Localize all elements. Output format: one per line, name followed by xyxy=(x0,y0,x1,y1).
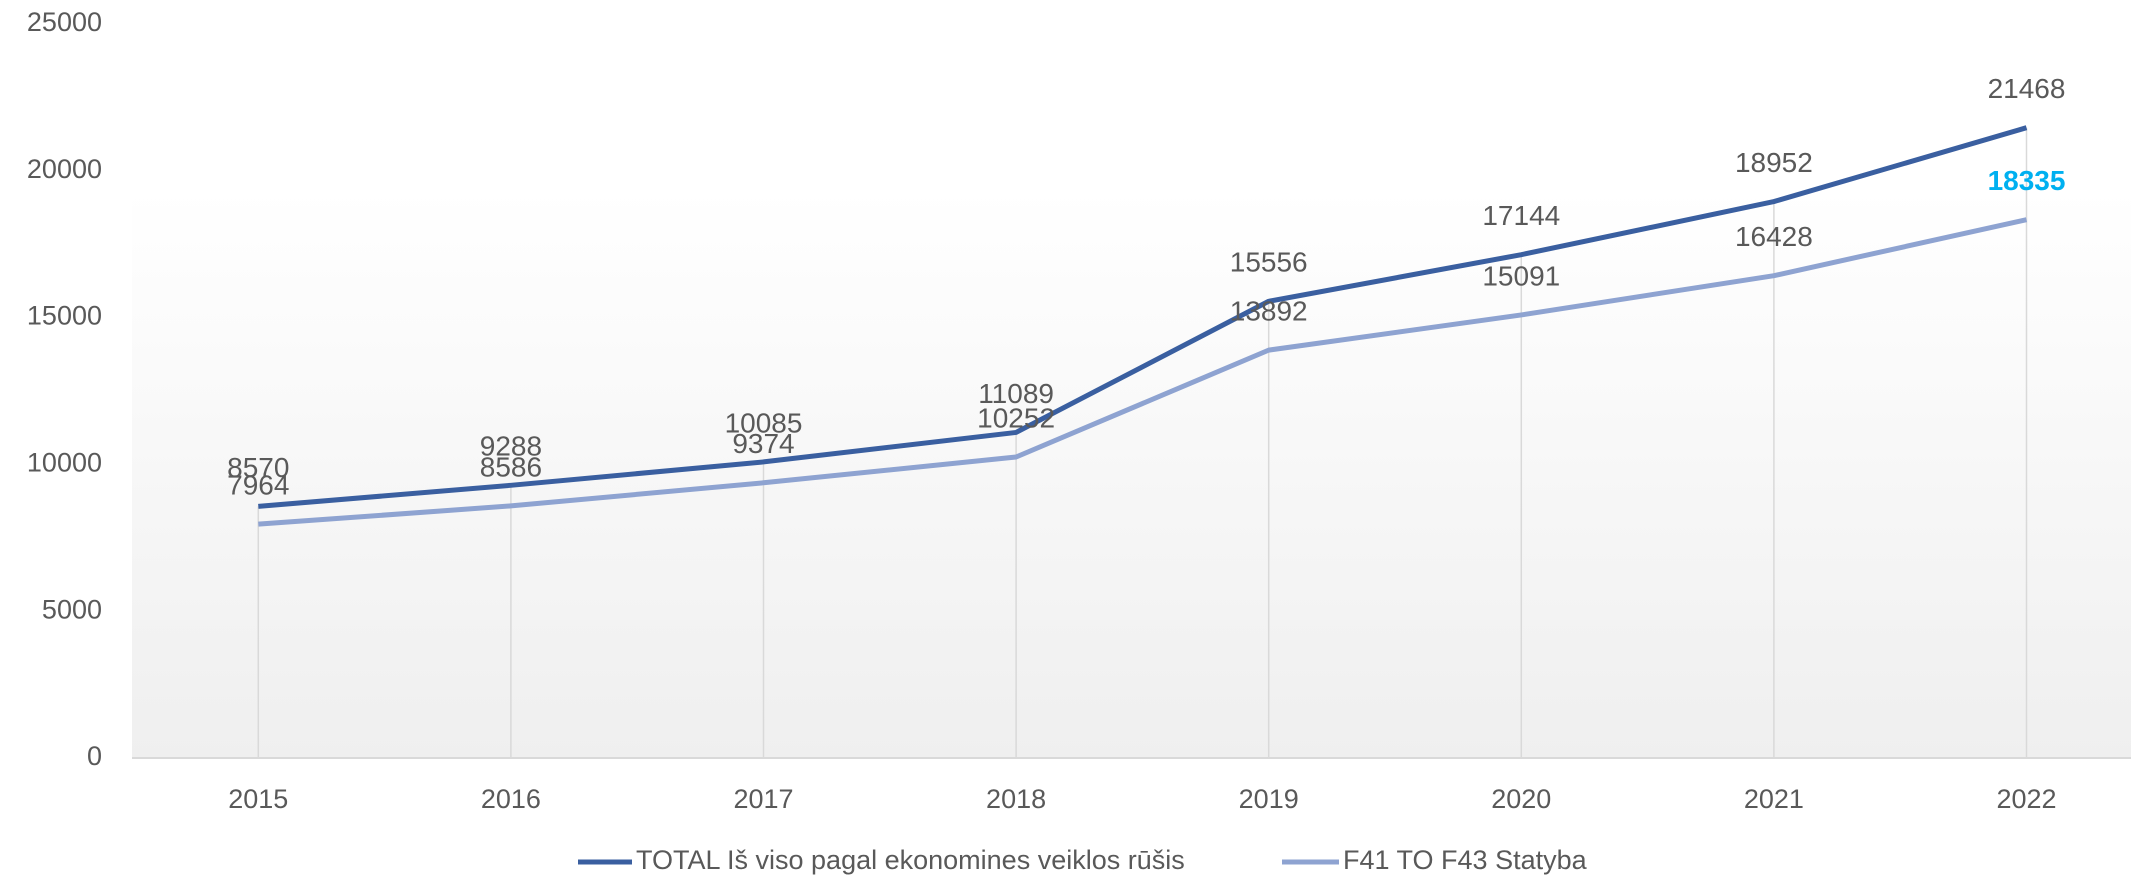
plot-background xyxy=(132,190,2131,758)
x-tick-label: 2021 xyxy=(1744,784,1804,814)
x-tick-label: 2016 xyxy=(481,784,541,814)
y-tick-label: 10000 xyxy=(27,448,102,478)
data-label: 8570 xyxy=(227,452,289,483)
data-label: 21468 xyxy=(1988,73,2066,104)
y-tick-label: 0 xyxy=(87,741,102,771)
y-tick-label: 25000 xyxy=(27,7,102,37)
legend-label: F41 TO F43 Statyba xyxy=(1343,845,1588,875)
data-label: 11089 xyxy=(978,378,1054,409)
y-tick-label: 15000 xyxy=(27,301,102,331)
x-tick-label: 2017 xyxy=(733,784,793,814)
data-label: 8586 xyxy=(480,451,542,482)
y-tick-label: 5000 xyxy=(42,594,102,624)
data-label: 15556 xyxy=(1230,247,1308,278)
x-tick-label: 2019 xyxy=(1239,784,1299,814)
data-label: 9288 xyxy=(480,431,542,462)
x-tick-label: 2020 xyxy=(1491,784,1551,814)
series-line xyxy=(258,217,2028,527)
x-tick-label: 2018 xyxy=(986,784,1046,814)
data-label: 7964 xyxy=(227,470,289,501)
data-label: 16428 xyxy=(1735,221,1813,252)
x-tick-label: 2022 xyxy=(1996,784,2056,814)
legend-label: TOTAL Iš viso pagal ekonomines veiklos r… xyxy=(636,845,1185,875)
x-tick-label: 2015 xyxy=(228,784,288,814)
data-label: 18335 xyxy=(1988,165,2066,196)
data-label: 17144 xyxy=(1482,200,1560,231)
data-label: 15091 xyxy=(1482,260,1560,291)
data-label: 9374 xyxy=(732,428,794,459)
data-label: 13892 xyxy=(1230,296,1308,327)
data-label: 10085 xyxy=(725,407,803,438)
series-line xyxy=(258,125,2028,509)
data-label: 10252 xyxy=(977,402,1055,433)
data-label: 18952 xyxy=(1735,147,1813,178)
y-tick-label: 20000 xyxy=(27,154,102,184)
